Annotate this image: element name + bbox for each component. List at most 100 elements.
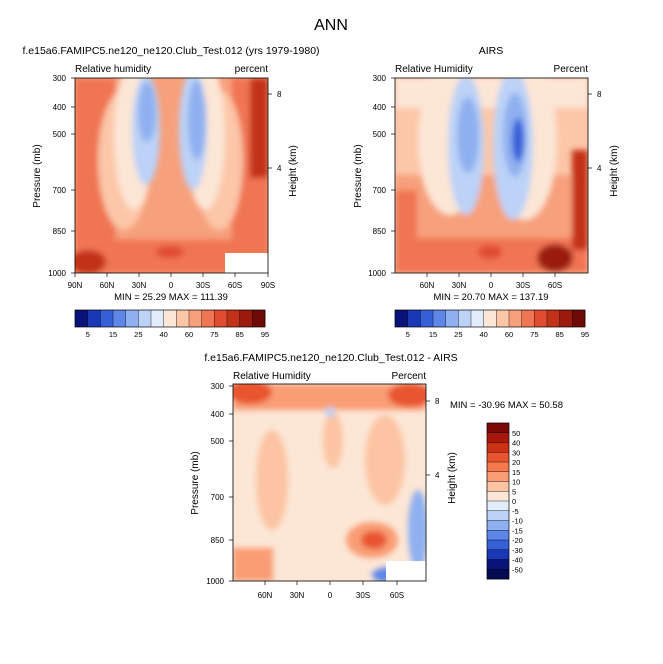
diff-y2-axis: 8 4 [426, 397, 440, 480]
svg-text:400: 400 [53, 103, 67, 112]
obs-y-tick-400: 400 [373, 103, 395, 112]
cb-model-label: 95 [261, 330, 269, 339]
svg-text:90N: 90N [68, 281, 83, 290]
diff-stats: MIN = -30.96 MAX = 50.58 [450, 400, 563, 411]
diff-left-label: Relative Humidity [233, 371, 311, 382]
svg-text:1000: 1000 [206, 577, 224, 586]
obs-frame [394, 77, 589, 274]
model-field-sh-core [188, 80, 206, 160]
obs-x-tick-30n: 30N [452, 273, 467, 290]
svg-text:60S: 60S [548, 281, 562, 290]
diff-colorbar-label: -40 [512, 556, 523, 565]
obs-y-axis: 300 400 500 700 850 1000 [368, 74, 395, 278]
model-x-tick-0: 0 [169, 273, 174, 290]
cb-obs-frame [394, 309, 586, 328]
obs-y-tick-700: 700 [373, 186, 395, 195]
diff-right-label: Percent [392, 371, 427, 382]
model-y-tick-400: 400 [53, 103, 75, 112]
svg-text:0: 0 [328, 591, 333, 600]
diff-colorbar-label: -5 [512, 507, 519, 516]
cb-model-swatch [252, 310, 266, 327]
obs-x-tick-60s: 60S [548, 273, 562, 290]
cb-model-swatch [227, 310, 240, 327]
obs-stats: MIN = 20.70 MAX = 137.19 [433, 292, 548, 303]
diff-ylabel: Pressure (mb) [190, 451, 201, 514]
model-y2-axis: 8 4 [268, 90, 282, 173]
diff-x-tick-60n: 60N [258, 581, 273, 600]
cb-obs-swatch [521, 310, 535, 327]
diff-field-low-n [233, 548, 273, 581]
svg-text:500: 500 [211, 437, 225, 446]
svg-text:8: 8 [277, 90, 282, 99]
cb-model-swatch [151, 310, 164, 327]
cb-model-label: 15 [109, 330, 117, 339]
diff-colorbar-swatch [487, 501, 509, 512]
obs-field-boundary-itcz [478, 245, 502, 259]
svg-text:300: 300 [373, 74, 387, 83]
model-frame [74, 77, 269, 274]
diff-y-tick-500: 500 [211, 437, 233, 446]
svg-text:500: 500 [373, 130, 387, 139]
model-y2label: Height (km) [288, 145, 299, 197]
cb-obs-swatch [547, 310, 560, 327]
diff-colorbar-label: -15 [512, 526, 523, 535]
cb-model-swatch [176, 310, 190, 327]
cb-obs-swatch [433, 310, 446, 327]
cb-obs-swatch [572, 310, 586, 327]
obs-y2-tick-8: 8 [588, 90, 602, 99]
cb-obs-label: 15 [429, 330, 437, 339]
diff-x-tick-0: 0 [328, 581, 333, 600]
svg-text:30S: 30S [516, 281, 530, 290]
cb-model-swatch [87, 310, 101, 327]
cb-obs-swatch [445, 310, 459, 327]
diff-colorbar-swatch [487, 432, 509, 443]
diff-y2label: Height (km) [447, 452, 458, 504]
diff-colorbar-label: -50 [512, 565, 523, 574]
diff-panel: f.e15a6.FAMIPC5.ne120_ne120.Club_Test.01… [190, 352, 563, 600]
cb-model-label: 85 [235, 330, 243, 339]
model-y-axis: 300 400 500 700 850 1000 [48, 74, 75, 278]
svg-text:30S: 30S [196, 281, 210, 290]
obs-x-tick-60n: 60N [420, 273, 435, 290]
svg-text:4: 4 [597, 164, 602, 173]
cb-model-label: 75 [210, 330, 218, 339]
model-x-axis: 90N 60N 30N 0 30S 60S 90S [68, 273, 275, 290]
model-field-boundary-n [75, 250, 106, 273]
diff-colorbar-swatch [487, 481, 509, 492]
diff-field-neg-s [408, 490, 426, 570]
svg-text:850: 850 [53, 227, 67, 236]
svg-text:60S: 60S [228, 281, 242, 290]
obs-y2-axis: 8 4 [588, 90, 602, 173]
model-x-tick-30n: 30N [132, 273, 147, 290]
obs-field [395, 78, 588, 273]
cb-obs-label: 60 [505, 330, 513, 339]
model-x-tick-30s: 30S [196, 273, 210, 290]
svg-text:400: 400 [373, 103, 387, 112]
diff-colorbar-swatch [487, 462, 509, 473]
svg-text:4: 4 [435, 471, 440, 480]
diff-y2-tick-8: 8 [426, 397, 440, 406]
obs-panel: AIRS Relative Humidity Percent [353, 45, 620, 339]
diff-y-tick-1000: 1000 [206, 577, 233, 586]
cb-model-label: 40 [159, 330, 167, 339]
model-y-tick-500: 500 [53, 130, 75, 139]
svg-text:700: 700 [211, 493, 225, 502]
model-y-tick-300: 300 [53, 74, 75, 83]
cb-obs-swatch [420, 310, 434, 327]
diff-colorbar-swatch [487, 491, 509, 502]
cb-obs-swatch [509, 310, 522, 327]
obs-y-tick-1000: 1000 [368, 269, 395, 278]
cb-model-label: 5 [86, 330, 90, 339]
svg-text:30N: 30N [290, 591, 305, 600]
diff-colorbar-swatch [487, 549, 509, 560]
obs-y-tick-300: 300 [373, 74, 395, 83]
diff-colorbar-swatch [487, 569, 509, 580]
diff-x-axis: 60N 30N 0 30S 60S [258, 581, 404, 600]
obs-field-boundary-s [537, 244, 573, 272]
svg-text:300: 300 [211, 382, 225, 391]
model-y-tick-1000: 1000 [48, 269, 75, 278]
diff-colorbar-label: 30 [512, 448, 520, 457]
diff-field-eq-pos [323, 412, 343, 468]
model-ylabel: Pressure (mb) [32, 144, 43, 207]
